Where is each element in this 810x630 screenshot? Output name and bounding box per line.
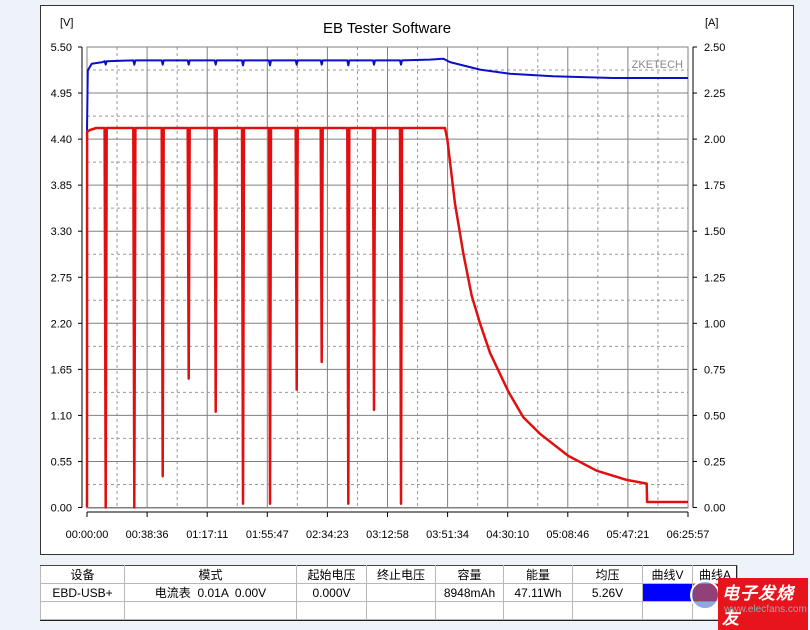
y-right-tick-label: 1.75 — [704, 180, 725, 192]
y-right-tick-label: 2.25 — [704, 88, 725, 100]
table-row[interactable]: EBD-USB+ 电流表 0.01A 0.00V 0.000V 8948mAh … — [40, 583, 738, 602]
x-tick-label: 05:08:46 — [546, 529, 589, 541]
cell-start-voltage: 0.000V — [296, 583, 367, 602]
header-capacity: 容量 — [435, 565, 504, 584]
x-tick-label: 01:17:11 — [186, 529, 228, 541]
cell-end-voltage — [366, 583, 436, 602]
x-tick-label: 01:55:47 — [246, 529, 289, 541]
y-right-tick-label: 1.50 — [704, 226, 725, 238]
x-tick-label: 04:30:10 — [486, 529, 529, 541]
y-left-tick-label: 5.50 — [51, 42, 72, 54]
logo-circle-icon — [690, 580, 720, 610]
x-tick-label: 00:00:00 — [66, 529, 109, 541]
axes: 00:00:00 00:38:36 01:17:11 01:55:47 02:34:23… — [51, 42, 726, 541]
y-right-tick-label: 0.25 — [704, 456, 725, 468]
voltage-series-line — [86, 57, 688, 131]
y-right-tick-label: 2.00 — [704, 134, 725, 146]
x-tick-label: 05:47:21 — [606, 529, 649, 541]
y-left-tick-label: 0.55 — [51, 456, 72, 468]
header-curve-v: 曲线V — [642, 565, 693, 584]
header-avg-voltage: 均压 — [572, 565, 643, 584]
chart-title: EB Tester Software — [323, 20, 451, 37]
header-end-voltage: 终止电压 — [366, 565, 436, 584]
y-right-tick-label: 2.50 — [704, 42, 725, 54]
y-right-tick-label: 0.00 — [704, 503, 725, 515]
current-series-line — [85, 126, 688, 509]
x-tick-label: 06:25:57 — [667, 529, 710, 541]
y-left-tick-label: 2.75 — [51, 272, 72, 284]
y-right-tick-label: 0.75 — [704, 364, 725, 376]
chart-window — [40, 5, 794, 555]
y-left-tick-label: 4.40 — [51, 134, 72, 146]
x-tick-label: 03:12:58 — [366, 529, 409, 541]
watermark-zketech: ZKETECH — [632, 59, 683, 71]
cell-mode: 电流表 0.01A 0.00V — [124, 583, 297, 602]
y-left-tick-label: 0.00 — [51, 503, 72, 515]
cell-device: EBD-USB+ — [40, 583, 125, 602]
y-left-tick-label: 1.10 — [51, 410, 72, 422]
summary-table: 设备 模式 起始电压 终止电压 容量 能量 均压 曲线V 曲线A EBD-USB… — [40, 565, 738, 621]
table-header-row: 设备 模式 起始电压 终止电压 容量 能量 均压 曲线V 曲线A — [40, 565, 738, 584]
x-tick-label: 03:51:34 — [426, 529, 469, 541]
cell-capacity: 8948mAh — [435, 583, 504, 602]
y-left-tick-label: 3.85 — [51, 180, 72, 192]
y-left-tick-label: 2.20 — [51, 318, 72, 330]
logo-brand: 电子发烧友 — [718, 578, 808, 630]
header-start-voltage: 起始电压 — [296, 565, 367, 584]
header-device: 设备 — [40, 565, 125, 584]
logo-url: www.elecfans.com — [724, 604, 807, 615]
x-tick-label: 00:38:36 — [126, 529, 169, 541]
table-row-empty — [40, 601, 738, 620]
header-energy: 能量 — [503, 565, 573, 584]
y-right-unit: [A] — [705, 17, 718, 29]
grid — [86, 46, 689, 508]
y-left-tick-label: 1.65 — [51, 364, 72, 376]
y-left-unit: [V] — [60, 17, 73, 29]
y-right-tick-label: 1.25 — [704, 272, 725, 284]
x-tick-label: 02:34:23 — [306, 529, 349, 541]
y-left-tick-label: 3.30 — [51, 226, 72, 238]
y-right-tick-label: 1.00 — [704, 318, 725, 330]
curve-v-color-swatch[interactable] — [642, 583, 693, 602]
header-mode: 模式 — [124, 565, 297, 584]
elecfans-logo: 电子发烧友 www.elecfans.com — [690, 576, 808, 630]
y-left-tick-label: 4.95 — [51, 88, 72, 100]
series-layer — [85, 57, 688, 509]
cell-energy: 47.11Wh — [503, 583, 573, 602]
y-right-tick-label: 0.50 — [704, 410, 725, 422]
cell-avg-voltage: 5.26V — [572, 583, 643, 602]
